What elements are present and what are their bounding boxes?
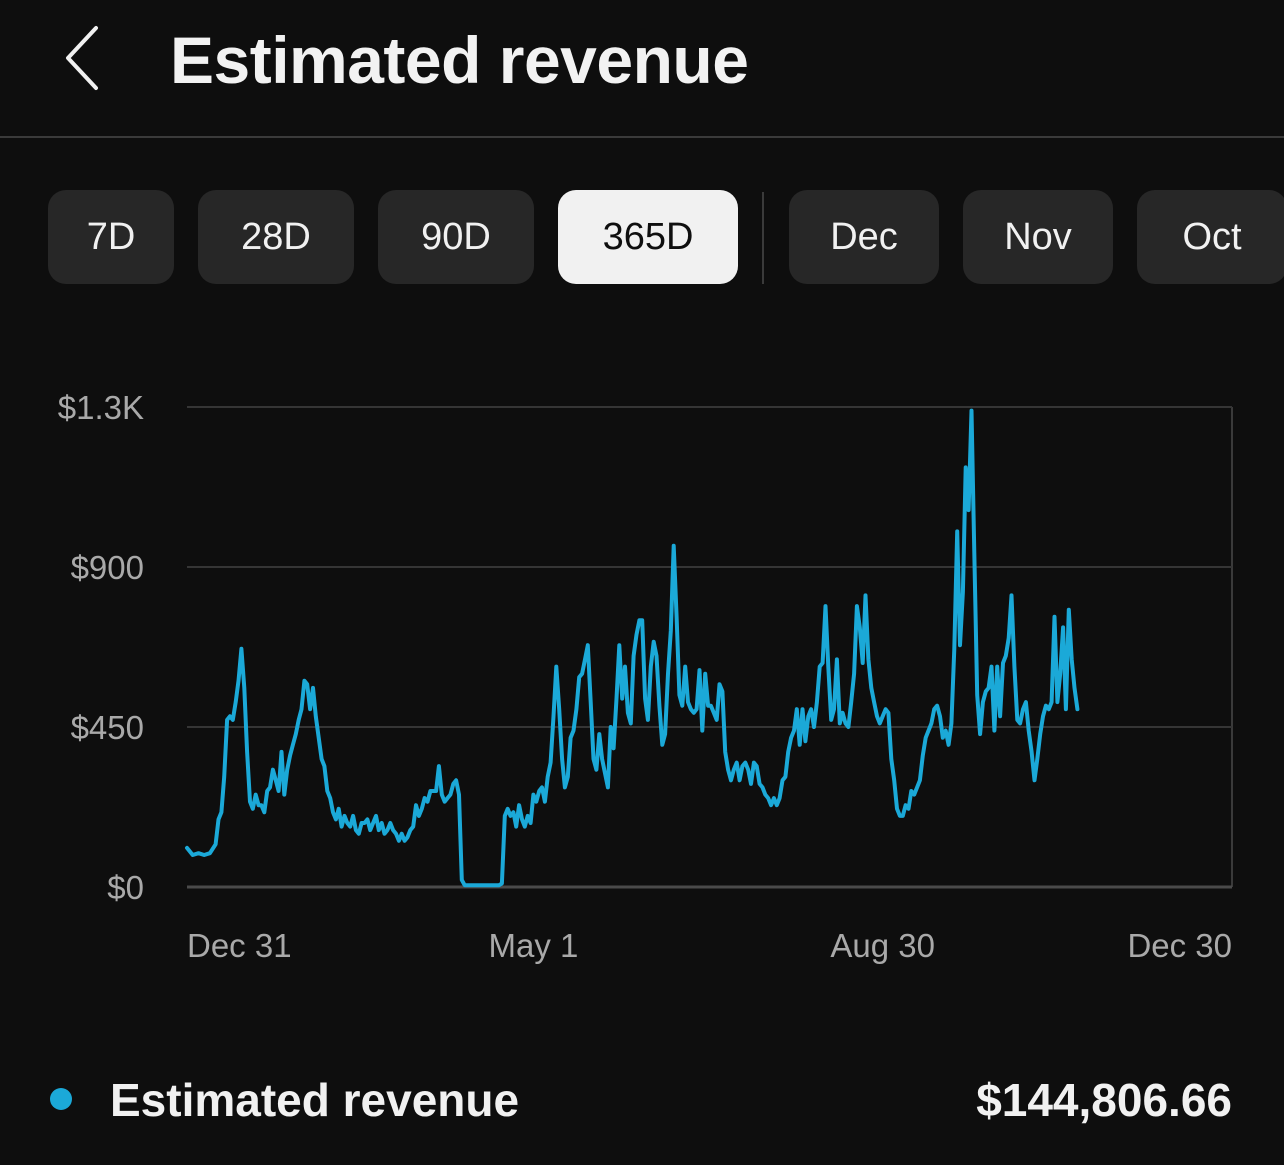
- legend-label: Estimated revenue: [110, 1074, 520, 1126]
- legend-dot: [50, 1088, 72, 1110]
- chip-nov[interactable]: Nov: [963, 190, 1113, 284]
- y-tick-label: $900: [71, 549, 144, 586]
- y-tick-label: $1.3K: [58, 389, 144, 426]
- y-tick-label: $450: [71, 709, 144, 746]
- chip-dec[interactable]: Dec: [789, 190, 939, 284]
- x-axis-labels: Dec 31 May 1 Aug 30 Dec 30: [187, 927, 1232, 964]
- x-tick-label: Dec 31: [187, 927, 292, 964]
- x-tick-label: Dec 30: [1127, 927, 1232, 964]
- chevron-left-icon[interactable]: [56, 22, 112, 94]
- date-range-chips: 7D 28D 90D 365D Dec Nov Oct: [48, 190, 1284, 284]
- chart-grid: [187, 406, 1233, 889]
- series-layer: [185, 408, 1080, 888]
- chip-90d[interactable]: 90D: [378, 190, 534, 284]
- y-axis-labels: $0 $450 $900 $1.3K: [58, 389, 144, 906]
- chip-7d[interactable]: 7D: [48, 190, 174, 284]
- revenue-series-line: [185, 408, 1080, 888]
- total-value: $144,806.66: [976, 1074, 1232, 1126]
- revenue-line-chart[interactable]: $0 $450 $900 $1.3K Dec 31 May 1 Aug 30 Dec 30: [0, 370, 1284, 990]
- chip-oct[interactable]: Oct: [1137, 190, 1284, 284]
- x-tick-label: May 1: [488, 927, 578, 964]
- page-title: Estimated revenue: [170, 23, 749, 97]
- chip-divider: [762, 192, 764, 284]
- chip-28d[interactable]: 28D: [198, 190, 354, 284]
- y-tick-label: $0: [107, 869, 144, 906]
- x-tick-label: Aug 30: [830, 927, 935, 964]
- header: Estimated revenue: [0, 0, 1284, 138]
- chip-365d[interactable]: 365D: [558, 190, 738, 284]
